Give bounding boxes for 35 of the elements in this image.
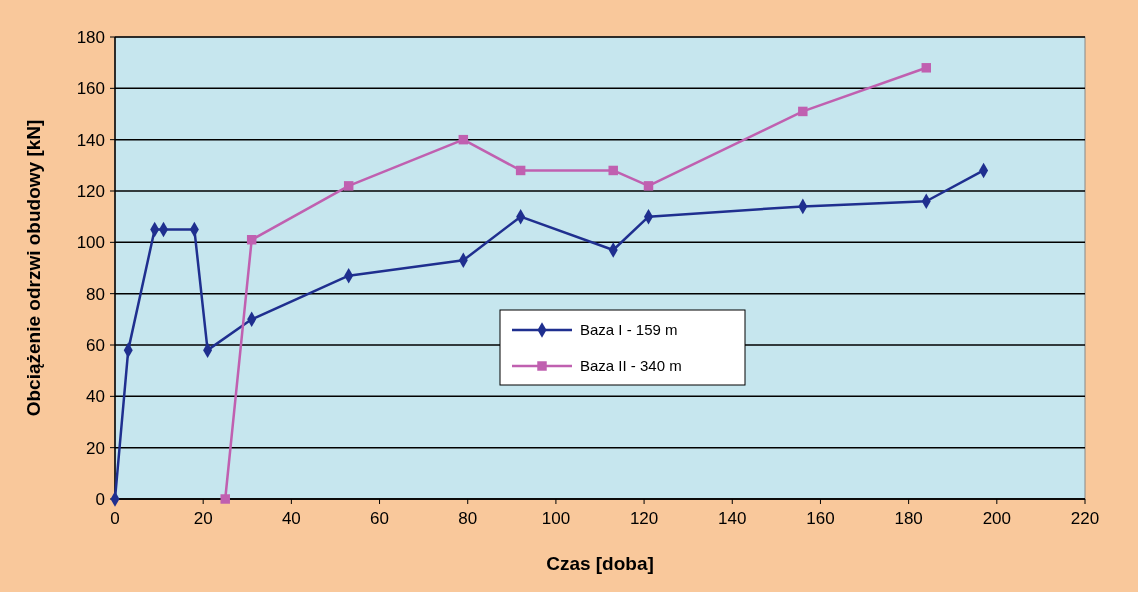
y-tick-label: 140 — [76, 130, 105, 150]
x-tick-label: 220 — [1070, 509, 1100, 528]
x-tick-label: 160 — [806, 509, 835, 528]
x-tick-label: 100 — [541, 509, 571, 528]
y-tick-label: 0 — [95, 489, 105, 509]
x-tick-label: 140 — [718, 509, 747, 528]
y-tick-label: 20 — [86, 438, 105, 458]
point — [220, 494, 230, 504]
y-tick-label: 40 — [86, 387, 105, 407]
point — [458, 134, 469, 145]
y-tick-label: 120 — [76, 181, 105, 201]
x-tick-label: 0 — [110, 509, 120, 528]
point — [798, 106, 808, 117]
point — [246, 235, 257, 245]
x-tick-label: 200 — [982, 509, 1012, 528]
legend-label: Baza II - 340 m — [580, 357, 682, 375]
y-axis-title: Obciążenie odrzwi obudowy [kN] — [23, 119, 44, 417]
point — [921, 63, 932, 73]
x-tick-label: 60 — [370, 509, 390, 528]
y-tick-label: 60 — [86, 335, 105, 355]
x-tick-label: 40 — [281, 509, 301, 528]
y-tick-label: 100 — [76, 233, 105, 253]
x-tick-label: 120 — [629, 509, 659, 528]
y-tick-label: 180 — [76, 27, 105, 47]
x-axis-title: Czas [doba] — [546, 553, 654, 574]
point — [608, 165, 618, 176]
x-tick-label: 180 — [894, 509, 923, 528]
point — [515, 165, 526, 176]
y-tick-label: 160 — [76, 79, 105, 99]
y-tick-label: 80 — [86, 284, 105, 304]
point — [343, 181, 354, 191]
legend-label: Baza I - 159 m — [580, 321, 678, 339]
point — [643, 181, 654, 191]
x-tick-label: 20 — [193, 509, 213, 528]
x-tick-label: 80 — [458, 509, 478, 528]
